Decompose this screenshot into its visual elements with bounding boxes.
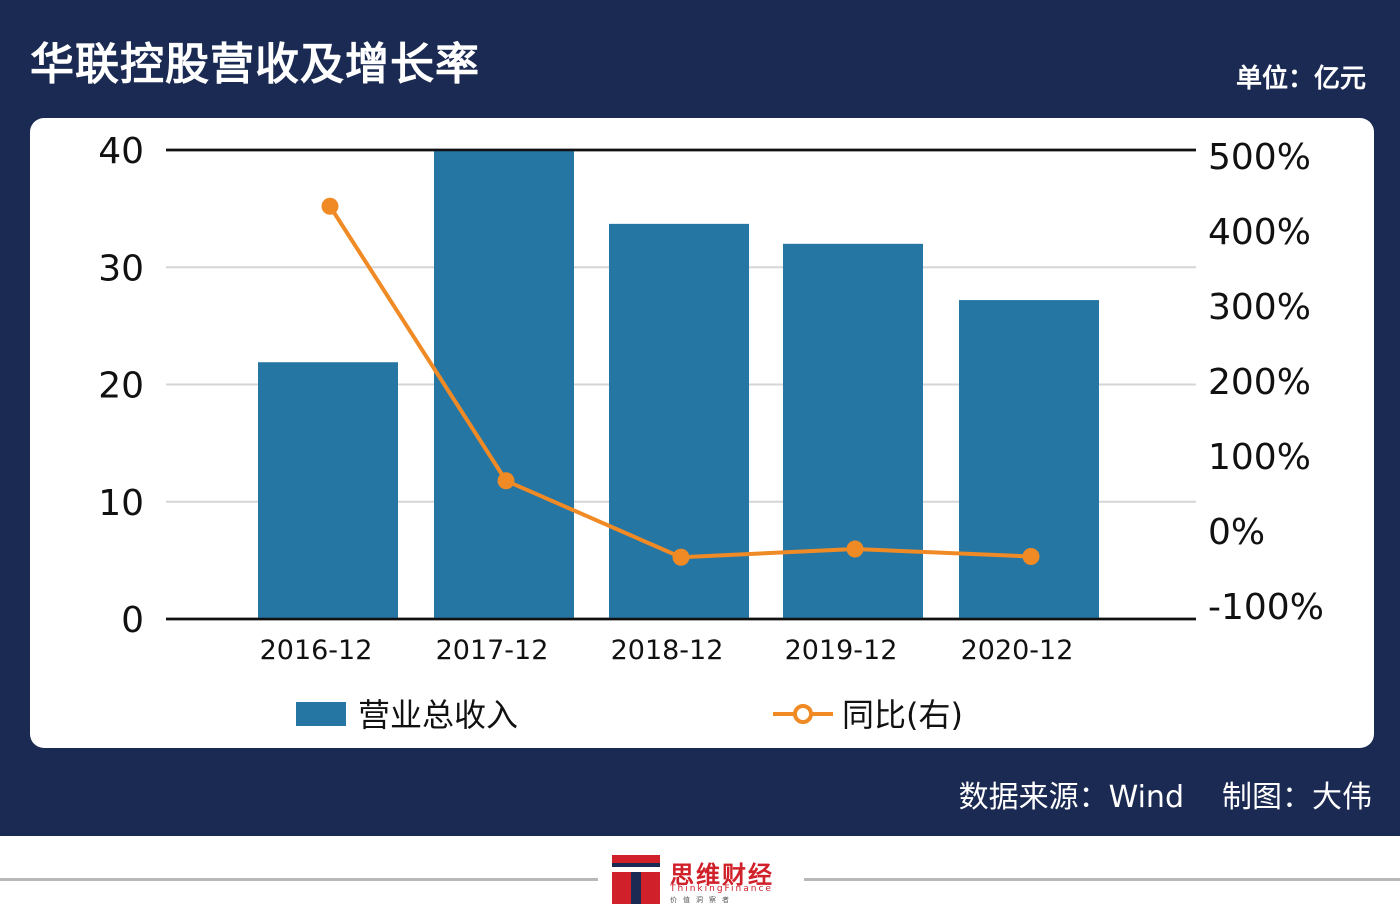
x-tick-label: 2019-12 [785,635,898,666]
combo-chart: 0 10 20 30 40 -100% 0% 100% 200% 300% 400% 500% 2016… [98,131,1324,734]
footer-divider-left [0,878,598,881]
growth-point-2016-12 [321,197,339,215]
legend-line-label: 同比(右) [842,696,963,734]
footer-divider-right [804,878,1400,881]
y-right-tick-label: 100% [1208,437,1311,478]
growth-point-2018-12 [672,548,690,566]
growth-point-2019-12 [846,540,864,558]
legend-bar-swatch [296,702,346,726]
chart-frame: 华联控股营收及增长率 单位：亿元 0 10 20 30 40 -100% 0% 100% 200… [0,0,1400,836]
source-line: 数据来源：Wind 制图：大伟 [959,772,1372,816]
y-left-tick-label: 30 [98,248,144,289]
x-tick-label: 2018-12 [611,635,724,666]
bar-2017-12 [434,150,574,619]
unit-label: 单位：亿元 [1235,64,1366,94]
brand-name-cn: 思维财经 [670,861,774,889]
y-right-tick-label: 500% [1208,137,1311,178]
y-right-tick-label: -100% [1208,587,1324,628]
chart-title: 华联控股营收及增长率 [30,39,480,90]
data-source-label: 数据来源：Wind [958,780,1184,815]
y-left-tick-label: 10 [98,483,144,524]
y-left-tick-label: 40 [98,131,144,172]
bar-2019-12 [783,243,923,620]
brand-logo: 思维财经 ThinkingFinance 价值洞察者 [612,855,792,904]
legend-line-marker-icon [793,704,813,724]
x-tick-label: 2020-12 [961,635,1074,666]
bar-2016-12 [258,362,398,619]
author-label: 制图：大伟 [1222,780,1372,815]
x-tick-label: 2016-12 [260,635,373,666]
y-right-tick-label: 300% [1208,287,1311,328]
growth-point-2020-12 [1022,548,1040,565]
brand-logo-icon [612,855,660,904]
legend-bar-label: 营业总收入 [358,696,518,734]
brand-name-en: ThinkingFinance [670,884,773,894]
y-right-tick-label: 400% [1208,212,1311,253]
bar-2020-12 [959,300,1099,619]
growth-point-2017-12 [497,472,515,490]
chart-panel: 0 10 20 30 40 -100% 0% 100% 200% 300% 400% 500% 2016… [30,118,1374,748]
y-right-tick-label: 200% [1208,362,1311,403]
brand-tagline: 价值洞察者 [670,896,735,904]
y-left-tick-label: 0 [121,600,144,641]
x-tick-label: 2017-12 [436,635,549,666]
y-right-tick-label: 0% [1208,512,1265,553]
y-left-tick-label: 20 [98,366,144,407]
